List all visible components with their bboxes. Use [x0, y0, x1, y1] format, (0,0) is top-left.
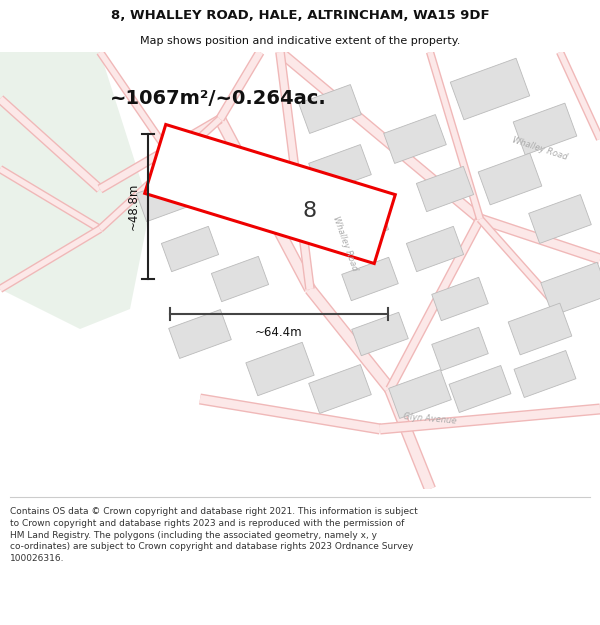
Polygon shape	[406, 226, 464, 272]
Polygon shape	[432, 278, 488, 321]
Polygon shape	[308, 364, 371, 414]
Polygon shape	[416, 166, 473, 212]
Text: 8: 8	[303, 201, 317, 221]
Text: Whalley Road: Whalley Road	[511, 136, 569, 162]
Polygon shape	[508, 303, 572, 355]
Polygon shape	[514, 351, 576, 398]
Text: Glyn Avenue: Glyn Avenue	[403, 412, 457, 426]
Polygon shape	[169, 309, 232, 359]
Polygon shape	[478, 153, 542, 205]
Polygon shape	[432, 328, 488, 371]
Polygon shape	[211, 256, 269, 302]
Polygon shape	[389, 369, 451, 419]
Polygon shape	[352, 312, 408, 356]
Polygon shape	[541, 262, 600, 316]
Polygon shape	[513, 103, 577, 155]
Polygon shape	[342, 258, 398, 301]
Polygon shape	[0, 52, 150, 329]
Polygon shape	[308, 144, 371, 194]
Text: Contains OS data © Crown copyright and database right 2021. This information is : Contains OS data © Crown copyright and d…	[10, 507, 418, 563]
Polygon shape	[246, 342, 314, 396]
Text: Whalley Road: Whalley Road	[331, 216, 359, 272]
Polygon shape	[331, 201, 389, 247]
Polygon shape	[449, 366, 511, 413]
Polygon shape	[529, 194, 592, 244]
Polygon shape	[136, 176, 194, 222]
Text: Map shows position and indicative extent of the property.: Map shows position and indicative extent…	[140, 36, 460, 46]
Polygon shape	[450, 58, 530, 120]
Text: 8, WHALLEY ROAD, HALE, ALTRINCHAM, WA15 9DF: 8, WHALLEY ROAD, HALE, ALTRINCHAM, WA15 …	[110, 9, 490, 22]
Text: ~64.4m: ~64.4m	[255, 326, 303, 339]
Text: ~1067m²/~0.264ac.: ~1067m²/~0.264ac.	[110, 89, 327, 109]
Polygon shape	[383, 114, 446, 164]
Polygon shape	[161, 226, 218, 272]
Polygon shape	[299, 84, 361, 134]
Polygon shape	[145, 124, 395, 264]
Text: ~48.8m: ~48.8m	[127, 182, 140, 230]
